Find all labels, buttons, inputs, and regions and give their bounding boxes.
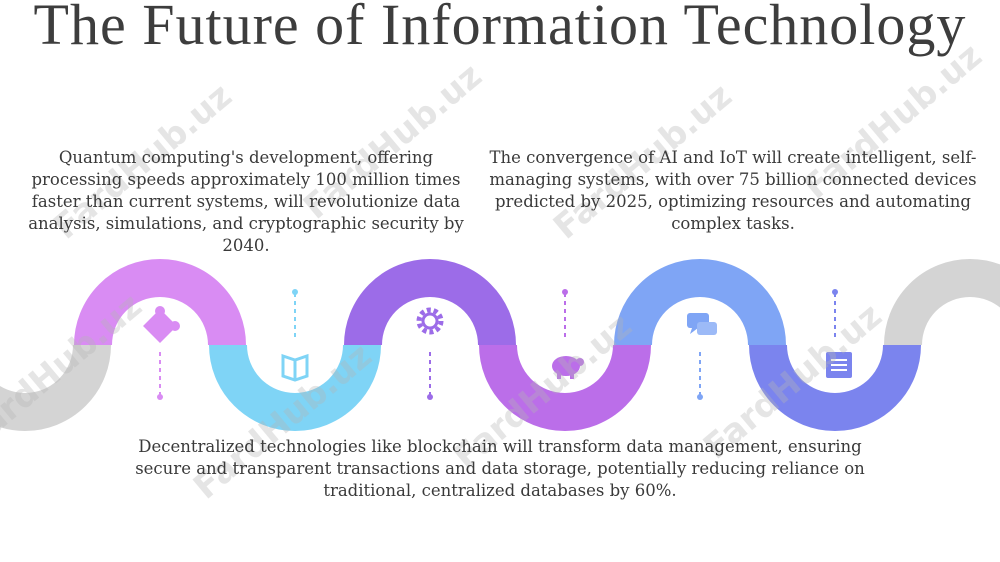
book-icon — [281, 353, 309, 382]
chat-icon — [687, 313, 717, 335]
wave-segment — [479, 344, 651, 431]
paragraph: The convergence of AI and IoT will creat… — [489, 148, 977, 233]
puzzle-icon — [143, 306, 180, 343]
paragraph: Decentralized technologies like blockcha… — [135, 437, 865, 500]
wave-segment — [209, 344, 381, 431]
watermark: FardHub.uz — [0, 286, 150, 458]
wave-segment — [614, 259, 786, 346]
paragraph: Quantum computing's development, offerin… — [28, 148, 464, 255]
wave-segment — [884, 259, 1000, 346]
piggy-icon — [552, 356, 584, 379]
notepad-icon — [826, 352, 852, 378]
wave-segment — [0, 344, 111, 431]
title: The Future of Information Technology — [33, 0, 967, 57]
connectors — [157, 289, 838, 400]
gear-icon — [416, 307, 444, 335]
wave-segment — [749, 344, 921, 431]
wave-segment — [344, 259, 516, 346]
wave-segment — [74, 259, 246, 346]
